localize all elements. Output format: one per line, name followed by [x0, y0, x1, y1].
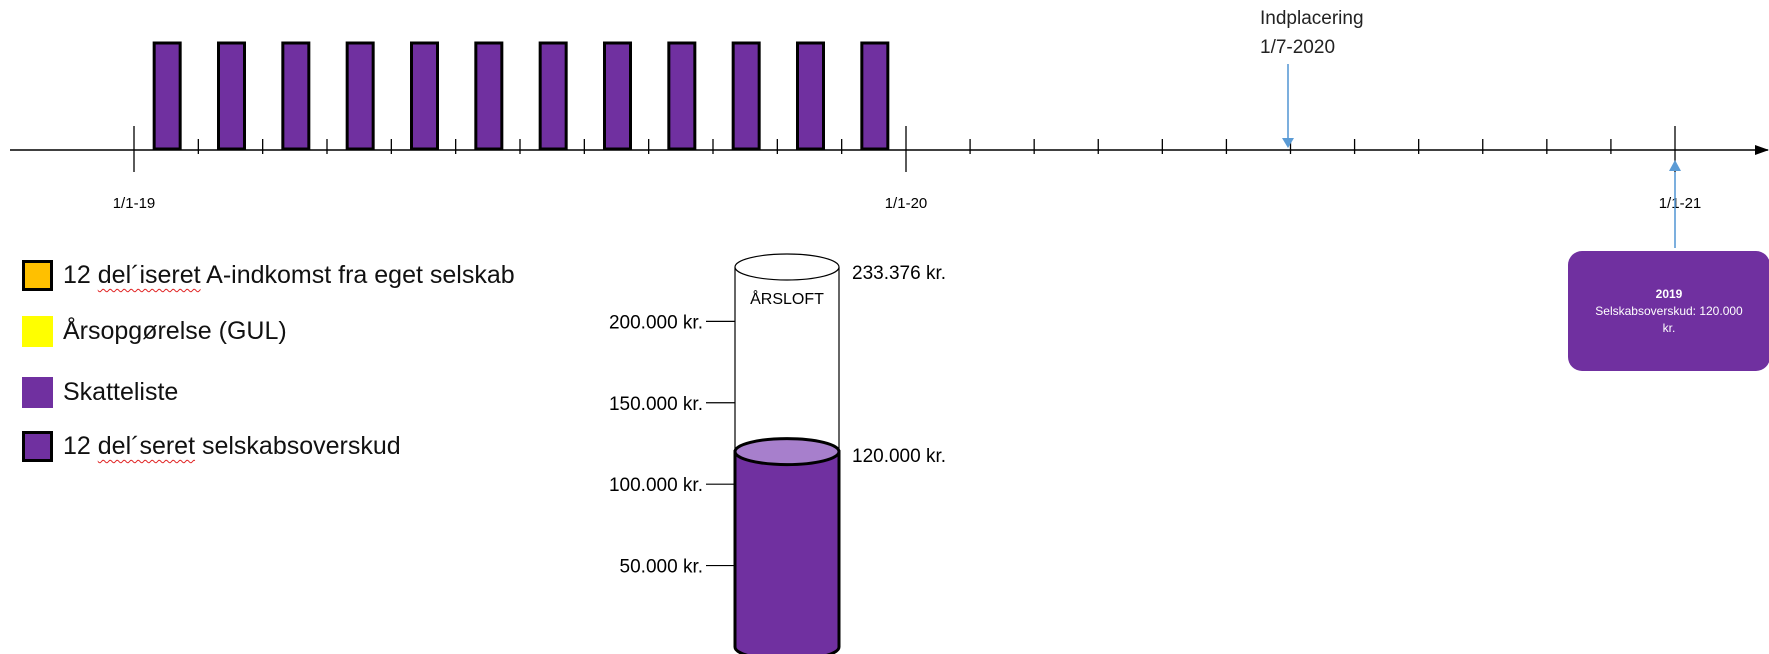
legend-text-misspelled: del´seret	[98, 432, 195, 460]
indplacering-note: Indplacering 1/7-2020	[1260, 4, 1364, 62]
monthly-bar-4	[347, 43, 373, 149]
monthly-bar-7	[540, 43, 566, 149]
scale-label: 150.000 kr.	[609, 394, 703, 415]
cylinder-scale: 200.000 kr. 150.000 kr. 100.000 kr. 50.000 …	[609, 312, 735, 577]
scale-label: 50.000 kr.	[620, 557, 703, 578]
cylinder-fill-top	[735, 439, 839, 465]
legend-swatch-purple-bordered	[22, 431, 53, 462]
legend-label: 12 del´iseret A-indkomst fra eget selska…	[63, 261, 515, 290]
legend-text-part: selskabsoverskud	[195, 432, 401, 460]
date-label-2021: 1/1-21	[1659, 195, 1702, 212]
monthly-bar-3	[283, 43, 309, 149]
cylinder-top-label: ÅRSLOFT	[750, 289, 824, 308]
legend-item-selskabsoverskud: 12 del´seret selskabsoverskud	[22, 431, 401, 462]
monthly-bar-6	[476, 43, 502, 149]
legend-text-part: A-indkomst fra eget selskab	[201, 261, 515, 289]
indplacering-title: Indplacering	[1260, 4, 1364, 33]
monthly-bar-8	[605, 43, 631, 149]
summary-line-2: kr.	[1663, 320, 1676, 337]
monthly-bar-9	[669, 43, 695, 149]
monthly-bar-5	[412, 43, 438, 149]
summary-box-2019: 2019 Selskabsoverskud: 120.000 kr.	[1568, 251, 1769, 371]
date-label-2020: 1/1-20	[885, 195, 928, 212]
monthly-bars	[154, 43, 888, 149]
legend-item-skatteliste: Skatteliste	[22, 377, 178, 408]
legend-label: Skatteliste	[63, 378, 178, 407]
legend-item-a-indkomst: 12 del´iseret A-indkomst fra eget selska…	[22, 260, 515, 291]
indplacering-date: 1/7-2020	[1260, 33, 1364, 62]
legend-text-part: 12	[63, 261, 98, 289]
legend-label: Årsopgørelse (GUL)	[63, 317, 287, 346]
summary-line-1: Selskabsoverskud: 120.000	[1595, 303, 1742, 320]
monthly-bar-1	[154, 43, 180, 149]
cylinder-fill	[735, 452, 839, 654]
legend-swatch-purple	[22, 377, 53, 408]
date-label-2019: 1/1-19	[113, 195, 156, 212]
monthly-bar-10	[733, 43, 759, 149]
indplacering-arrow	[1282, 64, 1294, 148]
monthly-bar-2	[219, 43, 245, 149]
legend-swatch-yellow	[22, 316, 53, 347]
monthly-bar-11	[798, 43, 824, 149]
legend-label: 12 del´seret selskabsoverskud	[63, 432, 401, 461]
cylinder-max-label: 233.376 kr.	[852, 263, 946, 284]
monthly-bar-12	[862, 43, 888, 149]
legend-swatch-orange	[22, 260, 53, 291]
legend-text-part: 12	[63, 432, 98, 460]
cylinder-fill-label: 120.000 kr.	[852, 446, 946, 467]
summary-year: 2019	[1656, 286, 1683, 303]
arsloft-cylinder	[735, 254, 839, 654]
scale-label: 100.000 kr.	[609, 475, 703, 496]
legend-text-misspelled: del´iseret	[98, 261, 201, 289]
scale-label: 200.000 kr.	[609, 312, 703, 333]
legend-item-arsopgorelse: Årsopgørelse (GUL)	[22, 316, 287, 347]
